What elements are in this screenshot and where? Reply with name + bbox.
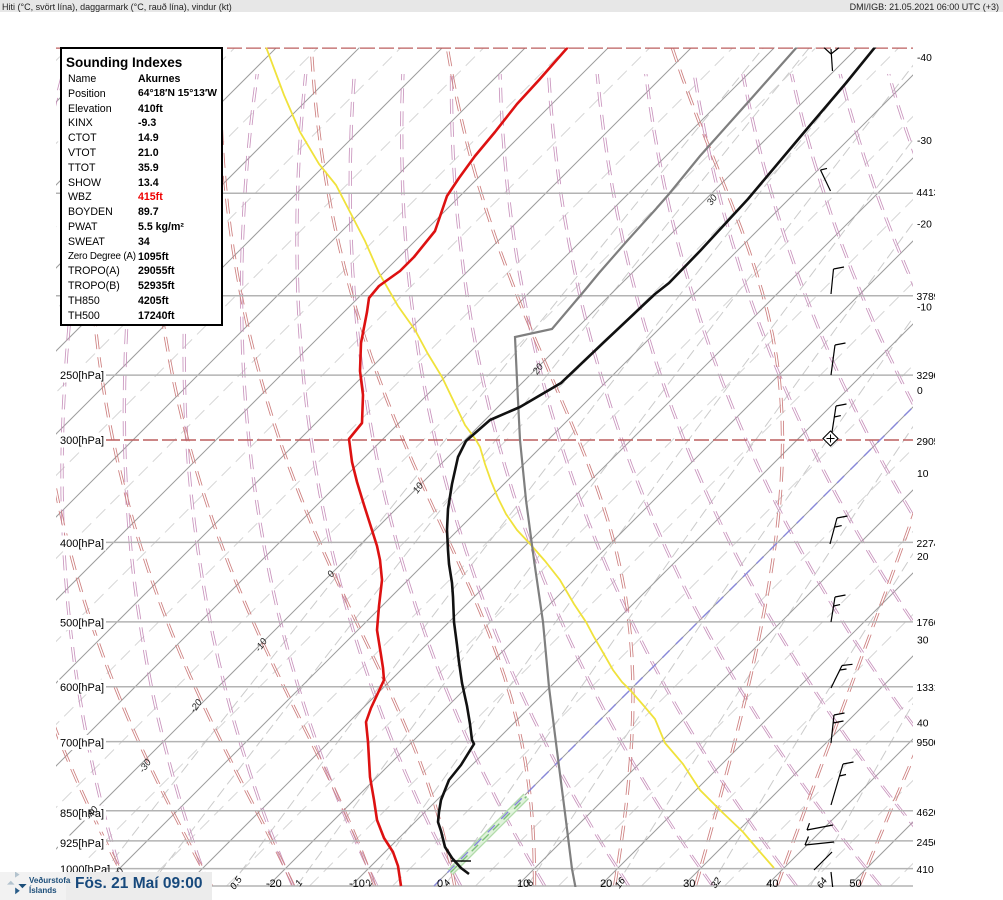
svg-text:250[hPa]: 250[hPa] <box>60 370 104 382</box>
svg-text:700[hPa]: 700[hPa] <box>60 737 104 749</box>
svg-text:10: 10 <box>411 480 426 496</box>
svg-text:4: 4 <box>441 878 453 889</box>
svg-text:10: 10 <box>917 469 929 480</box>
svg-text:300[hPa]: 300[hPa] <box>60 435 104 447</box>
svg-text:1: 1 <box>293 878 305 889</box>
svg-text:925[hPa]: 925[hPa] <box>60 838 104 850</box>
svg-text:64: 64 <box>815 876 830 891</box>
svg-text:850[hPa]: 850[hPa] <box>60 808 104 820</box>
svg-text:600[hPa]: 600[hPa] <box>60 682 104 694</box>
svg-text:1766: 1766 <box>917 618 940 629</box>
svg-text:0: 0 <box>325 568 337 579</box>
svg-text:10: 10 <box>517 878 529 890</box>
svg-text:32: 32 <box>709 875 724 891</box>
svg-text:0: 0 <box>437 878 443 890</box>
svg-text:-10: -10 <box>349 878 365 890</box>
svg-text:410: 410 <box>917 865 934 876</box>
svg-text:-20: -20 <box>266 878 282 890</box>
svg-text:2450: 2450 <box>917 838 940 849</box>
svg-text:-20: -20 <box>917 219 932 230</box>
svg-text:3290: 3290 <box>917 371 940 382</box>
svg-text:50: 50 <box>849 878 861 890</box>
svg-text:3789: 3789 <box>917 292 940 303</box>
svg-text:4413: 4413 <box>917 188 940 199</box>
svg-text:2274: 2274 <box>917 539 940 550</box>
svg-text:0: 0 <box>114 865 126 876</box>
svg-text:1331: 1331 <box>917 683 940 694</box>
svg-text:20: 20 <box>917 552 929 563</box>
svg-text:-20: -20 <box>188 697 205 715</box>
svg-text:40: 40 <box>917 719 929 730</box>
svg-text:20: 20 <box>600 878 612 890</box>
svg-text:9500: 9500 <box>917 738 940 749</box>
svg-text:30: 30 <box>917 635 929 646</box>
svg-text:40: 40 <box>766 878 778 890</box>
svg-text:30: 30 <box>683 878 695 890</box>
svg-text:0: 0 <box>917 386 923 397</box>
svg-text:500[hPa]: 500[hPa] <box>60 617 104 629</box>
svg-text:8: 8 <box>524 877 536 888</box>
svg-text:-40: -40 <box>917 53 932 64</box>
svg-text:0.5: 0.5 <box>228 874 245 892</box>
svg-text:-10: -10 <box>917 303 932 314</box>
svg-text:4620: 4620 <box>917 808 940 819</box>
svg-text:400[hPa]: 400[hPa] <box>60 538 104 550</box>
svg-text:2905: 2905 <box>917 437 940 448</box>
svg-text:-30: -30 <box>917 136 932 147</box>
